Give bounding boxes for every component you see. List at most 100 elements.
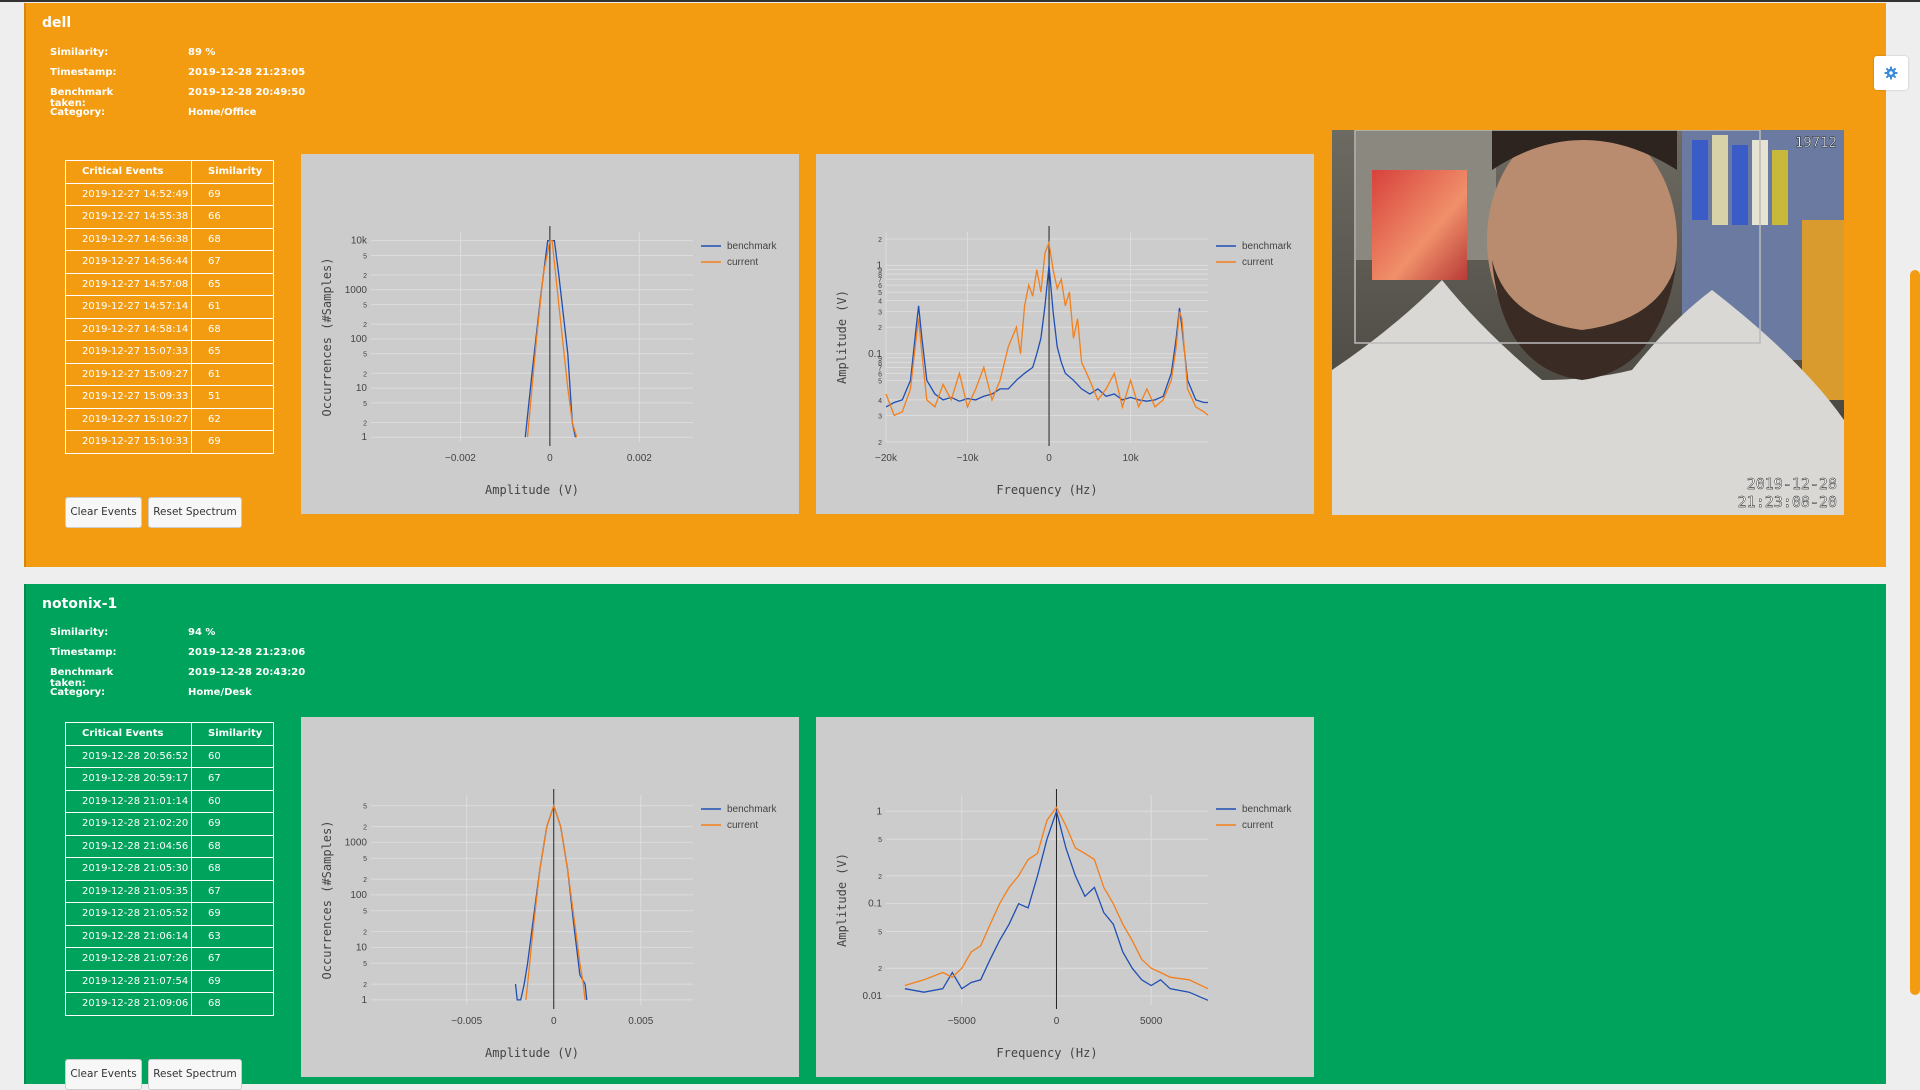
event-similarity: 68 <box>191 834 274 858</box>
event-time: 2019-12-28 21:05:52 <box>65 902 192 926</box>
y-tick-label: 5 <box>363 303 367 310</box>
y-tick-label: 3 <box>878 310 882 317</box>
camera-date: 2019-12-28 <box>1747 475 1837 493</box>
event-similarity: 66 <box>191 205 274 229</box>
series-line-benchmark <box>885 265 1208 408</box>
event-similarity: 68 <box>191 227 274 251</box>
column-header-similarity: Similarity <box>191 722 274 746</box>
y-axis-title: Amplitude (V) <box>835 290 849 384</box>
event-similarity: 68 <box>191 317 274 341</box>
reset-spectrum-button[interactable]: Reset Spectrum <box>148 497 242 528</box>
camera-snapshot: 19712 2019-12-28 21:23:08-20 <box>1332 130 1844 515</box>
table-row: 2019-12-28 20:59:17 67 <box>65 767 274 791</box>
event-time: 2019-12-28 21:07:54 <box>65 969 192 993</box>
y-tick-label: 5 <box>363 961 367 968</box>
x-tick-label: 5000 <box>1140 1016 1163 1027</box>
table-row: 2019-12-27 14:56:44 67 <box>65 250 274 274</box>
table-row: 2019-12-28 21:05:52 69 <box>65 902 274 926</box>
info-label: Similarity: <box>50 627 109 638</box>
y-tick-label: 2 <box>363 982 367 989</box>
info-value: 89 % <box>188 47 216 58</box>
y-tick-label: 4 <box>878 398 882 405</box>
y-tick-label: 1 <box>361 995 367 1006</box>
table-row: 2019-12-27 15:09:27 61 <box>65 362 274 386</box>
painting <box>1372 170 1467 280</box>
x-axis-title: Amplitude (V) <box>485 483 579 497</box>
y-tick-label: 2 <box>363 322 367 329</box>
device-title: dell <box>42 15 72 31</box>
y-tick-label: 100 <box>350 890 367 901</box>
event-similarity: 69 <box>191 902 274 926</box>
event-similarity: 67 <box>191 250 274 274</box>
y-tick-label: 5 <box>878 378 882 385</box>
y-tick-label: 2 <box>878 440 882 447</box>
y-tick-label: 0.1 <box>868 899 882 910</box>
column-header-critical-events: Critical Events <box>65 160 192 184</box>
event-similarity: 65 <box>191 340 274 364</box>
critical-events-table: Critical Events Similarity 2019-12-27 14… <box>65 160 274 454</box>
settings-button[interactable] <box>1874 56 1908 90</box>
y-tick-label: 2 <box>363 877 367 884</box>
y-tick-label: 2 <box>878 874 882 881</box>
y-tick-label: 5 <box>878 929 882 936</box>
event-similarity: 67 <box>191 767 274 791</box>
info-value: 2019-12-28 20:43:20 <box>188 667 306 678</box>
table-row: 2019-12-27 14:52:49 69 <box>65 182 274 206</box>
event-time: 2019-12-28 20:56:52 <box>65 744 192 768</box>
y-tick-label: 1 <box>876 261 882 272</box>
table-header-row: Critical Events Similarity <box>65 722 274 746</box>
info-value: Home/Office <box>188 107 257 118</box>
event-time: 2019-12-28 21:09:06 <box>65 992 192 1016</box>
event-time: 2019-12-27 14:56:38 <box>65 227 192 251</box>
table-row: 2019-12-28 20:56:52 60 <box>65 744 274 768</box>
y-tick-label: 1 <box>876 806 882 817</box>
table-header-row: Critical Events Similarity <box>65 160 274 184</box>
device-title: notonix-1 <box>42 596 118 612</box>
clear-events-button[interactable]: Clear Events <box>65 1059 142 1090</box>
page-scrollbar[interactable] <box>1910 270 1920 995</box>
camera-frame-number: 19712 <box>1795 135 1837 151</box>
series-line-current <box>525 803 586 1000</box>
gear-icon <box>1884 66 1898 80</box>
frequency-spectrum-chart: −20k −10k 0 10k 2 3 4 5 6 7 8 9 0.1 2 3 4 5 6 7 8 9 1 2 Frequen… <box>816 154 1314 514</box>
series-line-benchmark <box>514 803 588 1001</box>
event-time: 2019-12-27 14:58:14 <box>65 317 192 341</box>
event-time: 2019-12-28 21:01:14 <box>65 789 192 813</box>
event-time: 2019-12-28 21:06:14 <box>65 924 192 948</box>
x-tick-label: 0.002 <box>627 453 652 464</box>
info-label: Category: <box>50 687 106 698</box>
x-tick-label: −20k <box>875 453 898 464</box>
y-tick-label: 2 <box>363 825 367 832</box>
y-tick-label: 5 <box>363 909 367 916</box>
y-tick-label: 2 <box>363 930 367 937</box>
series-line-current <box>526 240 578 438</box>
critical-events-table: Critical Events Similarity 2019-12-28 20… <box>65 722 274 1016</box>
y-tick-label: 5 <box>878 290 882 297</box>
amplitude-histogram-chart: −0.002 0 0.002 1 2 5 10 2 5 100 2 5 1000 2 5 10k Amplitu… <box>301 154 799 514</box>
event-time: 2019-12-27 15:10:27 <box>65 407 192 431</box>
table-row: 2019-12-28 21:05:30 68 <box>65 857 274 881</box>
y-tick-label: 10 <box>356 942 368 953</box>
y-axis-title: Occurrences (#Samples) <box>320 258 334 417</box>
chart-svg: −5000 0 5000 0.01 2 5 0.1 2 5 1 Frequency (Hz) Ampl… <box>835 789 1292 1060</box>
event-time: 2019-12-27 15:09:33 <box>65 385 192 409</box>
legend-label-benchmark: benchmark <box>727 241 777 252</box>
y-tick-label: 2 <box>363 273 367 280</box>
camera-image: 19712 2019-12-28 21:23:08-20 <box>1332 130 1844 515</box>
events-body: 2019-12-27 14:52:49 69 2019-12-27 14:55:38… <box>65 182 274 454</box>
event-time: 2019-12-28 21:05:30 <box>65 857 192 881</box>
event-similarity: 61 <box>191 295 274 319</box>
event-similarity: 67 <box>191 947 274 971</box>
x-tick-label: 10k <box>1122 453 1139 464</box>
event-similarity: 63 <box>191 924 274 948</box>
y-tick-label: 0.01 <box>863 991 883 1002</box>
y-tick-label: 6 <box>878 283 882 290</box>
reset-spectrum-button[interactable]: Reset Spectrum <box>148 1059 242 1090</box>
event-similarity: 51 <box>191 385 274 409</box>
info-label: Similarity: <box>50 47 109 58</box>
event-similarity: 65 <box>191 272 274 296</box>
y-tick-label: 7 <box>878 365 882 372</box>
clear-events-button[interactable]: Clear Events <box>65 497 142 528</box>
event-time: 2019-12-28 20:59:17 <box>65 767 192 791</box>
event-similarity: 69 <box>191 430 274 454</box>
